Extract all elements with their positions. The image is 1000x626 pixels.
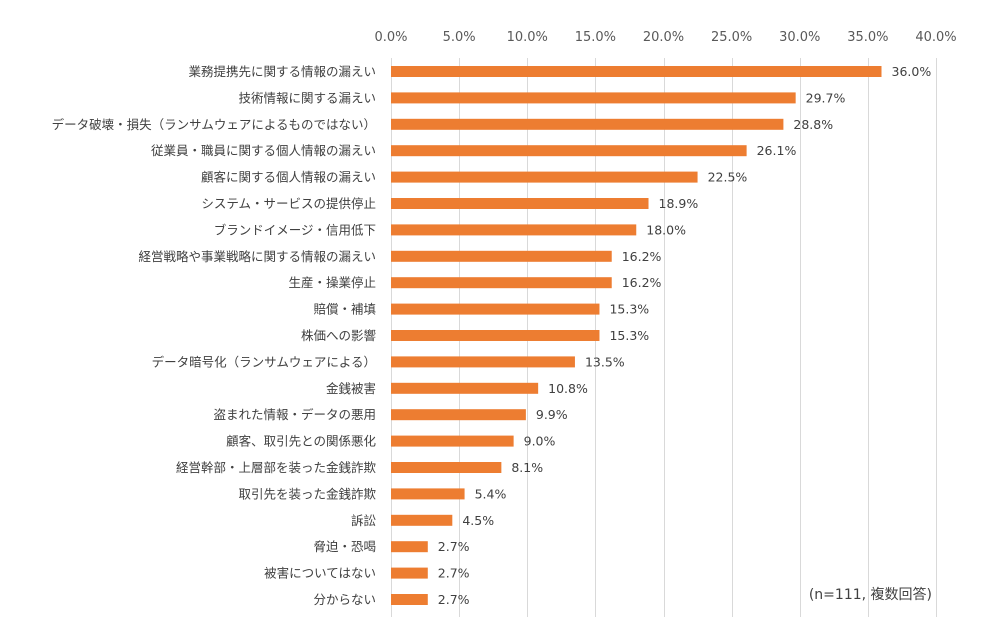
x-tick-label: 20.0% [643, 30, 684, 45]
bar [391, 567, 428, 579]
value-label: 22.5% [708, 170, 748, 185]
value-label: 13.5% [585, 354, 625, 369]
category-label: 顧客、取引先との関係悪化 [226, 434, 376, 449]
category-label: データ暗号化（ランサムウェアによる） [152, 354, 376, 369]
bar [391, 409, 526, 421]
value-label: 9.9% [536, 407, 568, 422]
category-label: 金銭被害 [326, 381, 376, 396]
bar [391, 356, 575, 368]
bar [391, 92, 796, 104]
category-label: 顧客に関する個人情報の漏えい [201, 170, 376, 185]
bar [391, 277, 612, 289]
value-label: 28.8% [793, 117, 833, 132]
bar [391, 224, 637, 236]
category-label: 技術情報に関する漏えい [238, 90, 376, 105]
bar [391, 330, 600, 341]
bar [391, 541, 428, 553]
value-label: 5.4% [475, 486, 507, 501]
category-label: 賠償・補填 [313, 302, 376, 317]
x-tick-label: 10.0% [507, 30, 548, 45]
category-label: 業務提携先に関する情報の漏えい [188, 64, 376, 79]
category-label: 訴訟 [351, 513, 377, 528]
category-label: 経営戦略や事業戦略に関する情報の漏えい [138, 249, 376, 264]
x-tick-label: 35.0% [847, 30, 888, 45]
x-tick-label: 15.0% [575, 30, 616, 45]
value-label: 16.2% [622, 275, 662, 290]
value-label: 8.1% [511, 460, 543, 475]
bar [391, 594, 428, 605]
value-label: 18.0% [646, 222, 686, 237]
bar [391, 382, 539, 394]
bar [391, 171, 698, 183]
value-label: 16.2% [622, 249, 662, 264]
category-label: 株価への影響 [301, 328, 376, 343]
value-label: 15.3% [609, 328, 649, 343]
category-label: ブランドイメージ・信用低下 [214, 222, 376, 237]
category-label: 分からない [313, 592, 376, 607]
value-label: 10.8% [548, 381, 588, 396]
bars [391, 66, 882, 605]
x-axis-ticks: 0.0% 5.0% 10.0% 15.0% 20.0% 25.0% 30.0% 35.0% 40… [374, 30, 956, 45]
x-tick-label: 25.0% [711, 30, 752, 45]
value-label: 2.7% [438, 539, 470, 554]
bar [391, 66, 882, 77]
x-tick-label: 30.0% [779, 30, 820, 45]
value-label: 4.5% [462, 513, 494, 528]
category-label: 経営幹部・上層部を装った金銭詐欺 [176, 460, 377, 475]
bar [391, 145, 747, 157]
bar [391, 462, 502, 473]
value-label: 26.1% [757, 143, 797, 158]
value-labels: 36.0% 29.7% 28.8% 26.1% 22.5% 18.9% 18.0% 16.2%… [438, 64, 932, 607]
bar [391, 118, 784, 130]
category-label: 脅迫・恐喝 [313, 539, 376, 554]
category-label: システム・サービスの提供停止 [201, 196, 376, 211]
value-label: 18.9% [659, 196, 699, 211]
category-label: 被害についてはない [264, 566, 376, 581]
value-label: 15.3% [609, 302, 649, 317]
bar [391, 514, 453, 526]
x-tick-label: 0.0% [374, 30, 407, 45]
sample-note: (n=111, 複数回答) [809, 586, 932, 603]
bar [391, 250, 612, 262]
x-tick-label: 40.0% [915, 30, 956, 45]
bar [391, 435, 514, 447]
category-label: 盗まれた情報・データの悪用 [213, 407, 376, 422]
value-label: 2.7% [438, 592, 470, 607]
category-label: 取引先を装った金銭詐欺 [238, 486, 376, 501]
value-label: 9.0% [524, 434, 556, 449]
value-label: 36.0% [892, 64, 932, 79]
bar [391, 198, 649, 209]
category-label: 従業員・職員に関する個人情報の漏えい [151, 143, 376, 158]
x-tick-label: 5.0% [443, 30, 476, 45]
bar [391, 488, 465, 500]
value-label: 29.7% [806, 90, 846, 105]
category-label: データ破壊・損失（ランサムウェアによるものではない） [52, 117, 376, 132]
bar [391, 303, 600, 315]
category-label: 生産・操業停止 [288, 275, 376, 290]
value-label: 2.7% [438, 566, 470, 581]
category-labels: 業務提携先に関する情報の漏えい技術情報に関する漏えいデータ破壊・損失（ランサムウ… [52, 64, 377, 607]
